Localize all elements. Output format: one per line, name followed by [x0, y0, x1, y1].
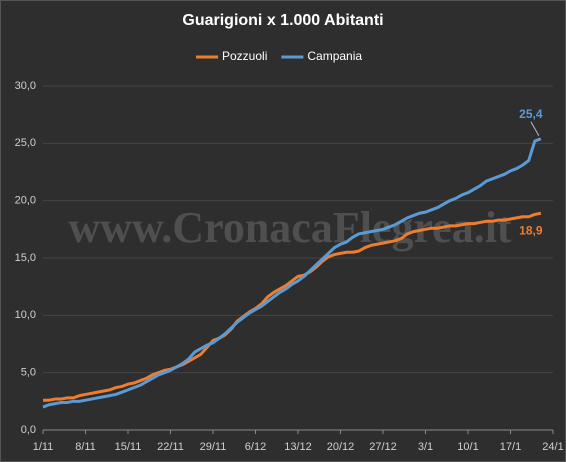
- y-tick-label: 10,0: [15, 309, 36, 321]
- y-tick-label: 15,0: [15, 252, 36, 264]
- x-tick-label: 8/11: [75, 441, 96, 453]
- data-label: 25,4: [519, 107, 543, 121]
- x-tick-label: 10/1: [457, 441, 478, 453]
- x-tick-label: 3/1: [418, 441, 433, 453]
- x-tick-label: 20/12: [327, 441, 355, 453]
- x-tick-label: 13/12: [284, 441, 312, 453]
- x-tick-label: 29/11: [200, 441, 227, 453]
- x-tick-label: 22/11: [157, 441, 184, 453]
- data-label: 18,9: [519, 223, 543, 237]
- series-line: [42, 137, 542, 409]
- x-tick-label: 6/12: [245, 441, 266, 453]
- x-tick-label: 15/11: [115, 441, 142, 453]
- legend-label: Pozzuoli: [222, 49, 267, 63]
- y-tick-label: 20,0: [15, 195, 36, 207]
- x-tick-label: 24/1: [542, 441, 563, 453]
- leader-line: [530, 121, 540, 136]
- series-line: [43, 211, 542, 402]
- y-tick-label: 25,0: [15, 137, 36, 149]
- y-tick-label: 30,0: [15, 80, 36, 92]
- x-tick-label: 1/11: [33, 441, 54, 453]
- y-tick-label: 5,0: [21, 367, 36, 379]
- x-tick-label: 17/1: [500, 441, 521, 453]
- legend-label: Campania: [307, 49, 362, 63]
- y-tick-label: 0,0: [21, 424, 36, 436]
- x-tick-label: 27/12: [369, 441, 397, 453]
- chart-title: Guarigioni x 1.000 Abitanti: [182, 12, 383, 29]
